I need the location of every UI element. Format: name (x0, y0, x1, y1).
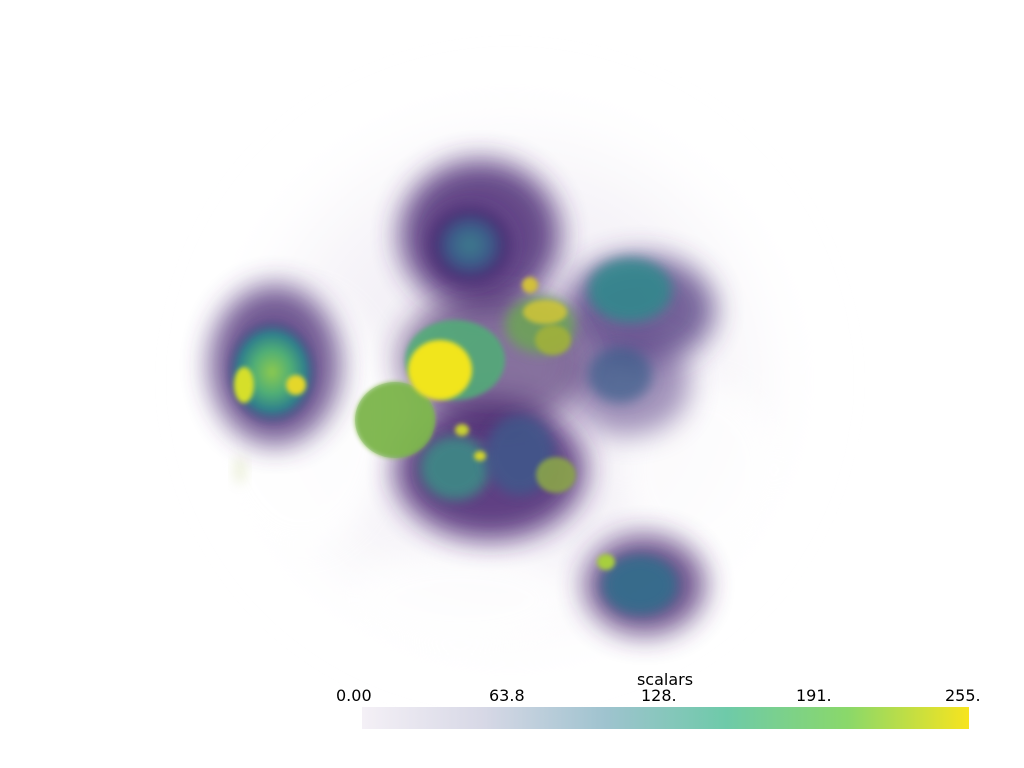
colorbar-tick-max: 255. (945, 686, 981, 705)
colorbar-tick-2: 63.8 (489, 686, 525, 705)
bright-blobs (224, 277, 615, 570)
colorbar-tick-3: 128. (641, 686, 677, 705)
colorbar-tick-4: 191. (796, 686, 832, 705)
colorbar-tick-min: 0.00 (336, 686, 372, 705)
colorbar-title: scalars (636, 670, 694, 689)
teal-cores (420, 200, 678, 615)
colorbar-gradient (362, 707, 969, 729)
colorbar (362, 707, 969, 729)
